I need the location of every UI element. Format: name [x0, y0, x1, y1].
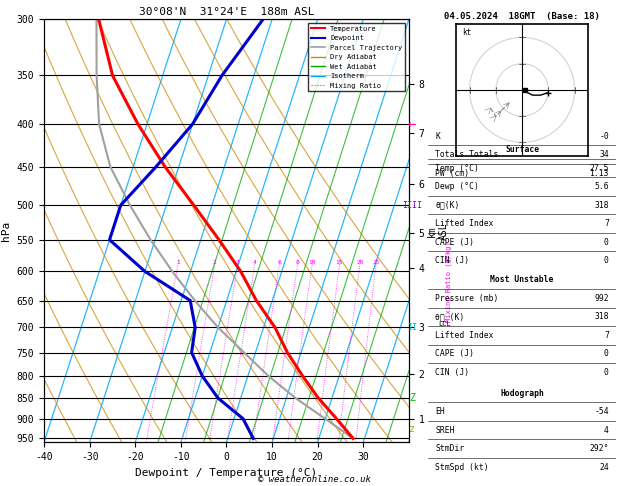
Text: 4: 4: [253, 260, 257, 265]
Text: CIN (J): CIN (J): [435, 368, 469, 377]
Text: 0: 0: [604, 256, 609, 265]
Text: LCL: LCL: [438, 321, 451, 327]
Text: 992: 992: [594, 294, 609, 303]
Text: PW (cm): PW (cm): [435, 169, 469, 177]
Text: θᴄ (K): θᴄ (K): [435, 312, 465, 321]
Y-axis label: km
ASL: km ASL: [427, 222, 449, 240]
Text: 34: 34: [599, 150, 609, 159]
Text: 6: 6: [277, 260, 281, 265]
Text: StmSpd (kt): StmSpd (kt): [435, 463, 489, 471]
Text: Totals Totals: Totals Totals: [435, 150, 499, 159]
Text: 25: 25: [372, 260, 380, 265]
Text: © weatheronline.co.uk: © weatheronline.co.uk: [258, 474, 371, 484]
Text: 5.6: 5.6: [594, 182, 609, 191]
Text: Dewp (°C): Dewp (°C): [435, 182, 479, 191]
Text: 04.05.2024  18GMT  (Base: 18): 04.05.2024 18GMT (Base: 18): [444, 12, 600, 21]
Text: 1.13: 1.13: [589, 169, 609, 177]
Text: 2: 2: [213, 260, 216, 265]
Text: 0: 0: [604, 238, 609, 246]
Text: Most Unstable: Most Unstable: [491, 276, 554, 284]
Legend: Temperature, Dewpoint, Parcel Trajectory, Dry Adiabat, Wet Adiabat, Isotherm, Mi: Temperature, Dewpoint, Parcel Trajectory…: [308, 23, 405, 91]
Text: ←: ←: [408, 117, 416, 131]
Text: 24: 24: [599, 463, 609, 471]
Text: θᴄ(K): θᴄ(K): [435, 201, 460, 209]
Text: CIN (J): CIN (J): [435, 256, 469, 265]
Text: 4: 4: [604, 426, 609, 434]
Text: Z: Z: [409, 393, 415, 403]
Text: 20: 20: [356, 260, 364, 265]
Text: 3: 3: [236, 260, 240, 265]
Text: Lifted Index: Lifted Index: [435, 219, 494, 228]
Text: StmDir: StmDir: [435, 444, 465, 453]
Text: K: K: [435, 132, 440, 140]
Y-axis label: hPa: hPa: [1, 221, 11, 241]
Text: 15: 15: [336, 260, 343, 265]
Text: kt: kt: [462, 28, 471, 37]
Text: CAPE (J): CAPE (J): [435, 238, 474, 246]
Text: CAPE (J): CAPE (J): [435, 349, 474, 358]
Text: 27.5: 27.5: [589, 164, 609, 173]
Text: Surface: Surface: [505, 145, 539, 154]
Text: -54: -54: [594, 407, 609, 416]
Text: 10: 10: [308, 260, 316, 265]
Text: -0: -0: [599, 132, 609, 140]
Title: 30°08'N  31°24'E  188m ASL: 30°08'N 31°24'E 188m ASL: [138, 7, 314, 17]
Text: 318: 318: [594, 312, 609, 321]
Text: Temp (°C): Temp (°C): [435, 164, 479, 173]
Text: 8: 8: [296, 260, 299, 265]
Text: II: II: [407, 323, 417, 332]
Text: Lifted Index: Lifted Index: [435, 331, 494, 340]
X-axis label: Dewpoint / Temperature (°C): Dewpoint / Temperature (°C): [135, 468, 318, 478]
Text: 1: 1: [176, 260, 180, 265]
Text: z: z: [409, 424, 415, 434]
Text: EH: EH: [435, 407, 445, 416]
Text: 0: 0: [604, 368, 609, 377]
Text: 7: 7: [604, 219, 609, 228]
Text: 292°: 292°: [589, 444, 609, 453]
Text: Hodograph: Hodograph: [500, 389, 544, 398]
Text: 318: 318: [594, 201, 609, 209]
Text: 0: 0: [604, 349, 609, 358]
Text: Pressure (mb): Pressure (mb): [435, 294, 499, 303]
Text: IIII: IIII: [402, 201, 422, 209]
Text: 7: 7: [604, 331, 609, 340]
Text: SREH: SREH: [435, 426, 455, 434]
Text: Mixing Ratio (g/kg): Mixing Ratio (g/kg): [445, 241, 452, 322]
